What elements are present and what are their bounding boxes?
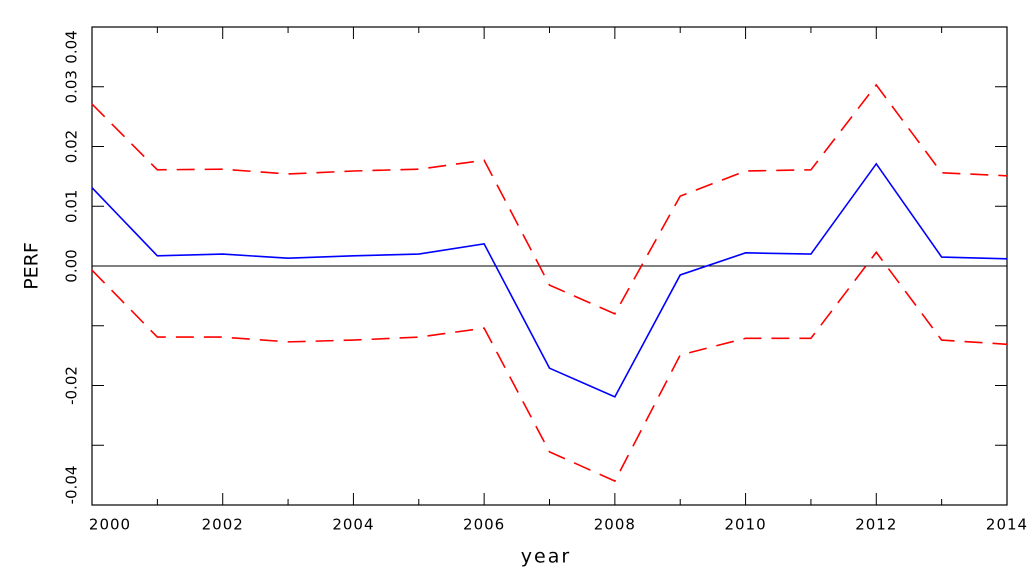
y-tick-label: 0.02 [63, 130, 81, 163]
y-tick-label: 0.00 [63, 249, 81, 282]
x-tick-label: 2014 [986, 516, 1028, 534]
y-tick-label: -0.02 [63, 366, 81, 405]
series-line [91, 83, 1008, 315]
y-tick-label: 0.04 [63, 30, 81, 63]
y-axis-label: PERF [21, 242, 43, 290]
x-tick-label: 2000 [89, 516, 131, 534]
y-tick-label: 0.01 [63, 190, 81, 223]
x-tick-label: 2004 [332, 516, 374, 534]
y-tick-label: -0.04 [63, 466, 81, 505]
x-axis-label: year [521, 546, 571, 568]
x-tick-label: 2010 [724, 516, 766, 534]
x-tick-label: 2002 [202, 516, 244, 534]
x-tick-label: 2012 [855, 516, 897, 534]
y-tick-label: 0.03 [63, 70, 81, 103]
x-tick-label: 2008 [594, 516, 636, 534]
x-tick-label: 2006 [463, 516, 505, 534]
series-line [91, 162, 1008, 398]
series-line [91, 250, 1008, 483]
